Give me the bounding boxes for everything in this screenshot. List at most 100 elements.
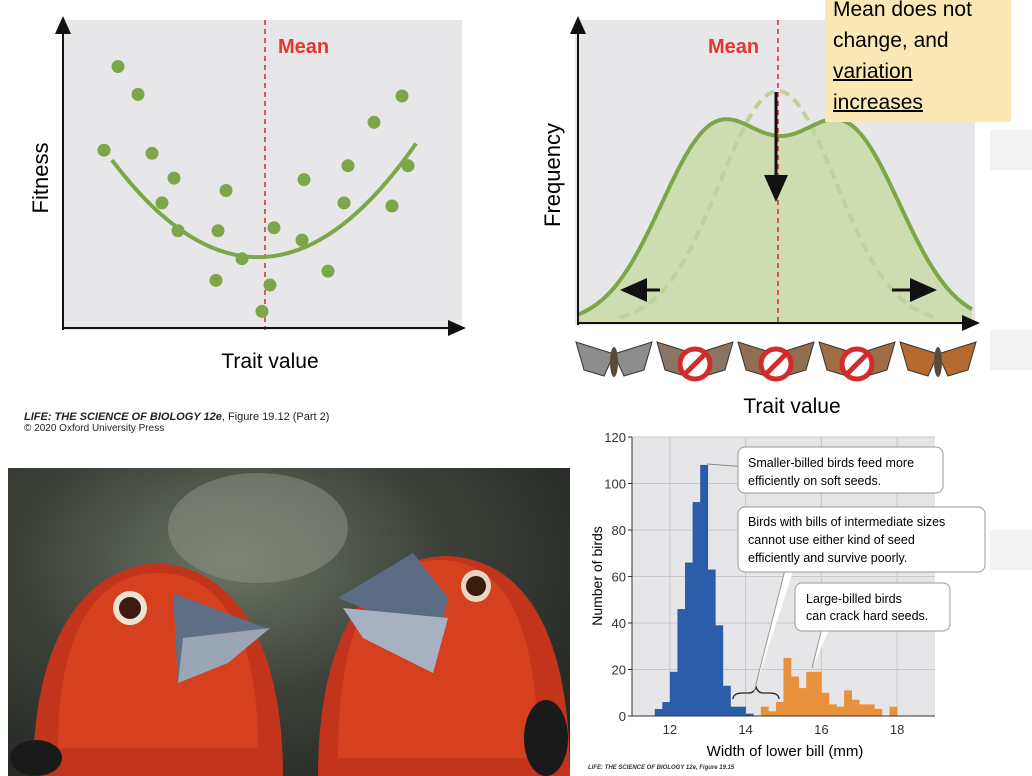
background-checker (990, 330, 1032, 370)
histogram-bar (791, 676, 799, 716)
note-box: Mean does not change, and variation incr… (825, 0, 1011, 122)
moth-icon (575, 341, 653, 377)
moth-icon (899, 341, 977, 377)
data-point (321, 264, 335, 278)
histogram-bar (889, 706, 898, 716)
brace-icon (732, 684, 780, 700)
data-point (97, 143, 111, 157)
data-point (367, 115, 381, 129)
y-tick-label: 0 (619, 709, 626, 724)
data-point (401, 159, 415, 173)
x-tick-label: 18 (890, 722, 904, 737)
note-line-underlined: variation (833, 60, 913, 83)
data-point (111, 60, 125, 73)
annotation-small-billed: Smaller-billed birds feed more efficientl… (748, 456, 914, 488)
data-point (219, 184, 233, 197)
histogram-bar (806, 671, 815, 716)
bimodal-area (578, 119, 972, 323)
histogram-bar (738, 706, 746, 716)
data-point (385, 199, 399, 213)
data-point (395, 89, 409, 103)
callout-box (794, 582, 951, 632)
data-point (263, 278, 277, 292)
histogram-bar (730, 706, 739, 716)
histogram-bar (745, 713, 754, 716)
background-checker (990, 130, 1032, 170)
data-point (155, 196, 169, 210)
histogram-bar (851, 699, 860, 716)
data-point (167, 171, 181, 185)
data-point (209, 273, 223, 287)
x-axis-label: Trait value (221, 350, 318, 373)
x-tick-label: 16 (814, 722, 828, 737)
background-checker (990, 530, 1032, 570)
callout-box (737, 446, 944, 494)
copyright: © 2020 Oxford University Press (24, 423, 165, 434)
mean-label: Mean (708, 36, 759, 58)
note-line-underlined: increases (833, 91, 923, 114)
annotation-large-billed: Large-billed birds can crack hard seeds. (806, 592, 928, 623)
fitness-curve (110, 142, 418, 260)
histogram-bar (813, 671, 822, 716)
histogram-bar (654, 709, 663, 716)
prohibited-icon (758, 346, 794, 382)
histogram-bar (669, 671, 678, 716)
annotation-intermediate: Birds with bills of intermediate sizes ca… (748, 515, 945, 565)
figure-caption-bottom: LIFE: THE SCIENCE OF BIOLOGY 12e, Figure… (588, 765, 735, 771)
histogram-bar (783, 657, 792, 716)
y-axis-label: Number of birds (590, 526, 605, 626)
prohibited-icon (839, 346, 875, 382)
y-tick-label: 60 (612, 570, 626, 585)
data-point (297, 173, 311, 187)
histogram-bar (821, 692, 830, 716)
y-tick-label: 40 (612, 616, 626, 631)
figure-number: , Figure 19.12 (Part 2) (221, 411, 330, 423)
histogram-bar (859, 704, 868, 716)
data-point (255, 304, 269, 318)
data-point (341, 159, 355, 173)
data-point (295, 233, 309, 247)
histogram-bar (775, 702, 784, 716)
original-distribution-curve (619, 88, 941, 321)
histogram-bar (715, 625, 724, 716)
x-tick-label: 12 (663, 722, 677, 737)
histogram-bar (798, 688, 807, 716)
y-axis-label: Frequency (540, 123, 565, 227)
histogram-bar (700, 464, 709, 716)
note-line: Mean does not (833, 0, 972, 21)
callout-box (737, 506, 986, 573)
y-tick-label: 80 (612, 523, 626, 538)
data-point (211, 224, 225, 238)
histogram-bar (677, 609, 686, 716)
histogram-bar (707, 569, 716, 716)
frequency-plot: Mean Frequency Trait value (540, 16, 980, 418)
histogram-bar (828, 704, 837, 716)
bird-photo (8, 468, 570, 776)
y-axis-label: Fitness (28, 143, 53, 214)
y-tick-label: 20 (612, 663, 626, 678)
histogram-bar (844, 690, 852, 716)
data-point (337, 196, 351, 210)
plot-background (62, 20, 462, 330)
histogram-bar (722, 685, 731, 716)
figure-caption: LIFE: THE SCIENCE OF BIOLOGY 12e, Figure… (24, 411, 329, 434)
y-tick-label: 100 (604, 477, 626, 492)
x-axis-label: Width of lower bill (mm) (707, 743, 864, 760)
mean-label: Mean (278, 36, 329, 58)
prohibited-icon (677, 346, 713, 382)
histogram-bar (836, 706, 845, 716)
data-point (131, 87, 145, 101)
book-title: LIFE: THE SCIENCE OF BIOLOGY 12e (24, 411, 222, 423)
fitness-plot: Mean Fitness Trait value (28, 16, 466, 373)
histogram-bar (866, 704, 875, 716)
x-axis-label: Trait value (743, 395, 840, 418)
y-tick-label: 120 (604, 430, 626, 445)
histogram-bar (692, 502, 701, 716)
histogram-bar (760, 706, 769, 716)
data-point (145, 146, 159, 160)
note-line: change, and (833, 29, 949, 52)
finches-image (10, 473, 570, 776)
data-point (267, 221, 281, 235)
histogram-bar (662, 702, 671, 716)
